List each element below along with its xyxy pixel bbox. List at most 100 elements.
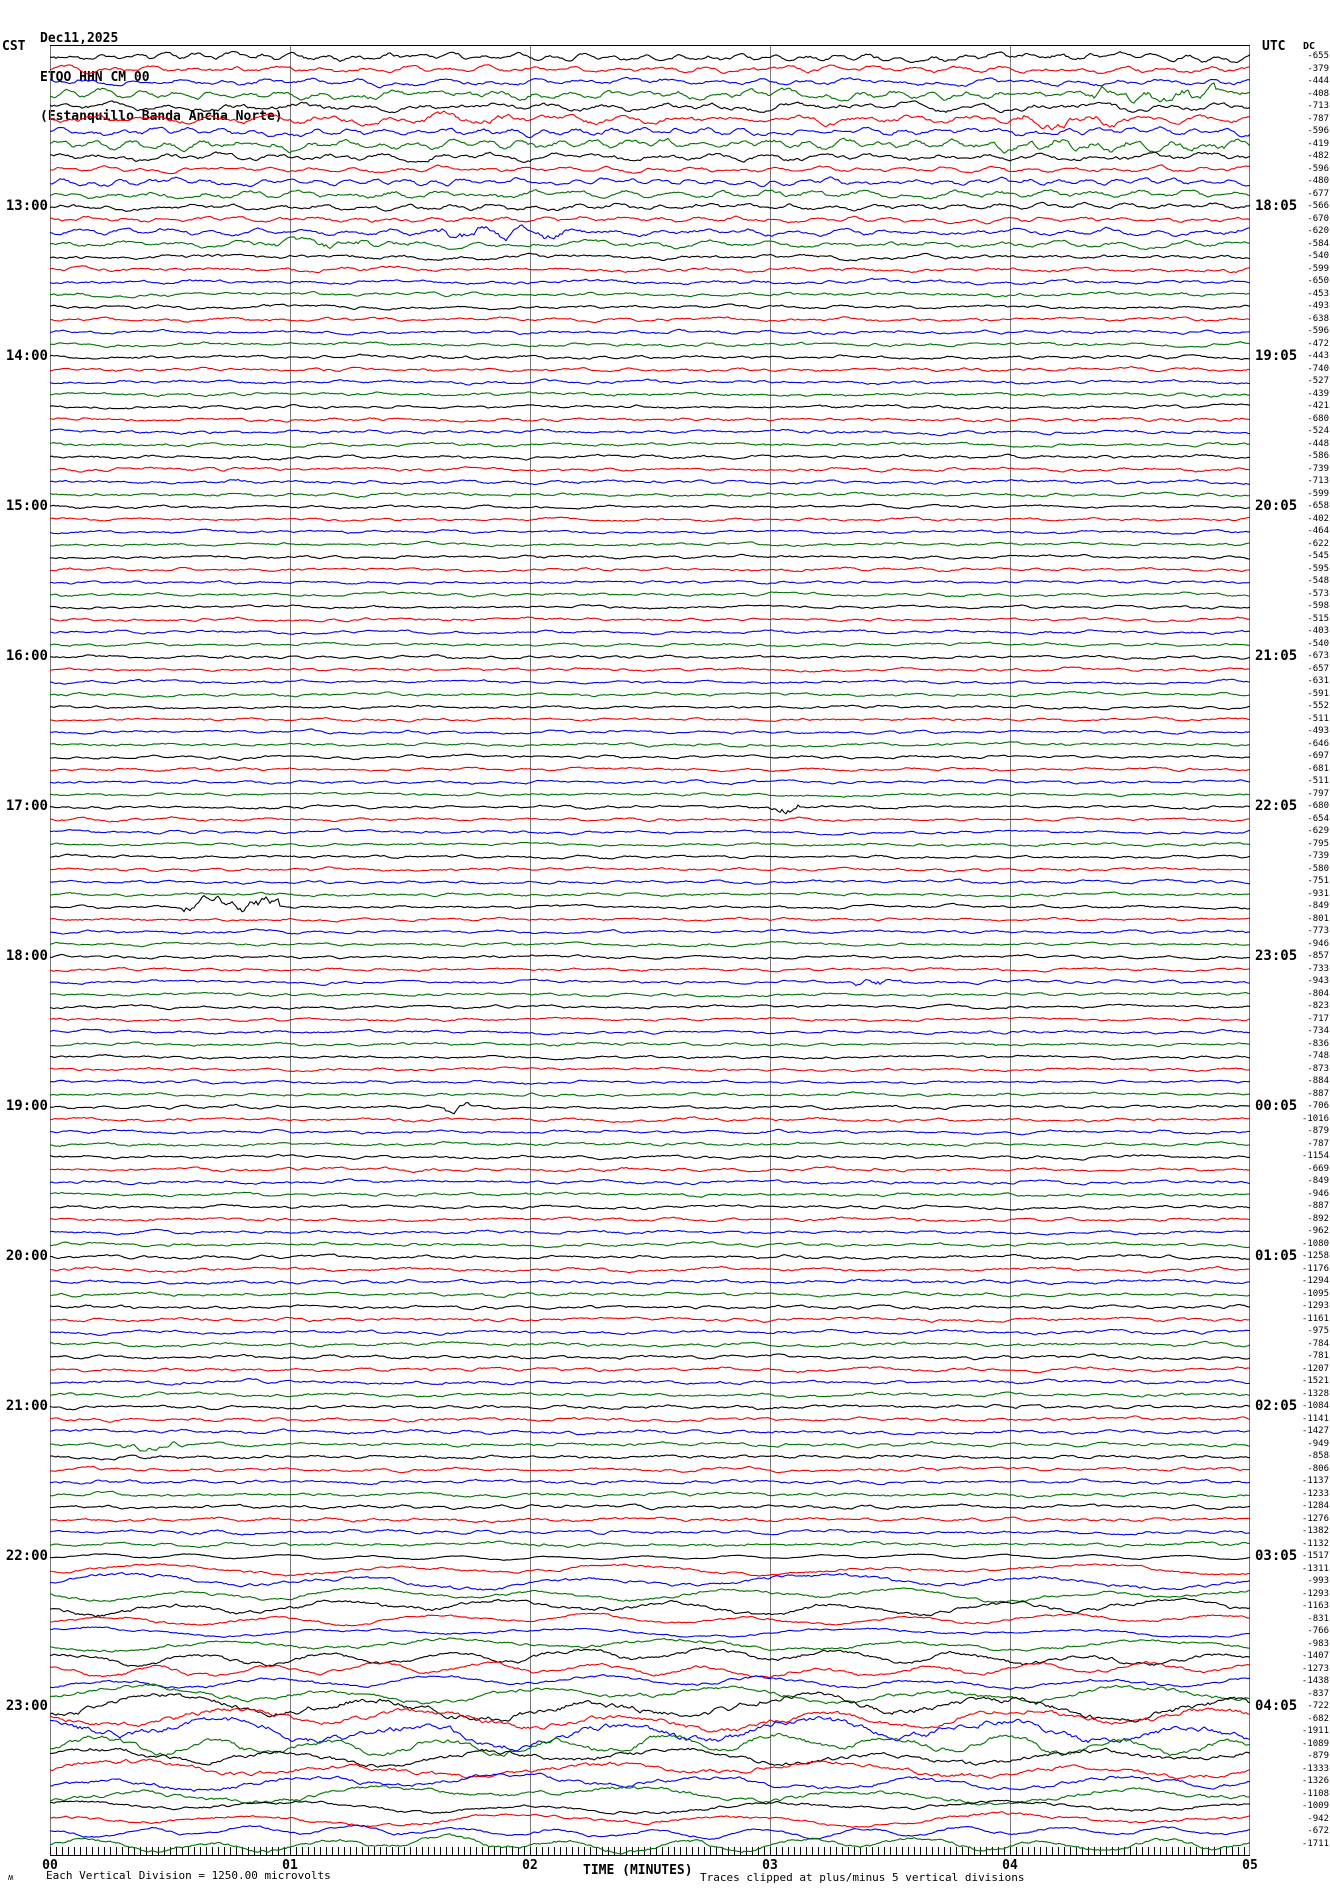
trace-row — [50, 579, 1251, 585]
dc-offset-value: -646 — [1307, 738, 1329, 749]
dc-offset-value: -943 — [1307, 976, 1329, 986]
trace-row — [49, 328, 1251, 336]
cst-hour-label: 15:00 — [5, 498, 48, 514]
trace-row — [49, 741, 1251, 748]
dc-offset-value: -697 — [1307, 751, 1329, 761]
trace-row — [49, 841, 1251, 848]
trace-row — [49, 1102, 1251, 1115]
dc-offset-value: -873 — [1307, 1063, 1329, 1074]
dc-offset-value: -836 — [1307, 1038, 1329, 1049]
dc-offset-value: -1521 — [1301, 1376, 1329, 1386]
trace-row — [49, 391, 1251, 398]
trace-row — [49, 1091, 1251, 1098]
trace-row — [49, 215, 1251, 225]
dc-offset-value: -787 — [1307, 1138, 1329, 1149]
dc-offset-value: -680 — [1307, 801, 1329, 811]
dc-offset-value: -511 — [1307, 776, 1329, 786]
trace-row — [49, 353, 1251, 361]
dc-offset-value: -584 — [1307, 238, 1329, 249]
dc-offset-value: -837 — [1307, 1688, 1329, 1699]
dc-offset-value: -493 — [1307, 301, 1329, 311]
dc-offset-value: -439 — [1307, 388, 1329, 399]
trace-row — [49, 1646, 1251, 1667]
helicorder-plot — [49, 45, 1251, 1856]
dc-offset-value: -443 — [1307, 351, 1329, 361]
dc-offset-value: -670 — [1307, 213, 1329, 224]
trace-row — [49, 828, 1251, 836]
trace-row — [49, 779, 1251, 785]
trace-row — [49, 125, 1251, 139]
dc-offset-value: -545 — [1307, 551, 1329, 561]
dc-offset-value: -773 — [1307, 926, 1329, 936]
cst-hour-label: 20:00 — [5, 1248, 48, 1264]
trace-row — [49, 716, 1251, 723]
dc-offset-value: -672 — [1307, 1826, 1329, 1836]
trace-row — [49, 616, 1251, 623]
dc-offset-value: -1095 — [1301, 1288, 1329, 1299]
dc-offset-value: -524 — [1307, 426, 1329, 436]
trace-row — [49, 1166, 1251, 1174]
dc-offset-value: -599 — [1307, 263, 1329, 274]
dc-offset-value: -408 — [1307, 88, 1329, 99]
trace-row — [49, 50, 1251, 64]
dc-offset-value: -1084 — [1301, 1401, 1329, 1411]
trace-row — [49, 1428, 1251, 1436]
trace-row — [49, 1328, 1251, 1336]
trace-row — [49, 265, 1251, 274]
trace-row — [49, 704, 1251, 711]
dc-offset-value: -1080 — [1301, 1238, 1329, 1249]
dc-offset-value: -658 — [1307, 501, 1329, 511]
trace-row — [49, 176, 1250, 188]
dc-offset-value: -787 — [1307, 113, 1329, 124]
trace-row — [49, 236, 1250, 251]
trace-row — [49, 164, 1251, 175]
trace-row — [49, 189, 1251, 200]
trace-row — [49, 1253, 1251, 1261]
dc-offset-value: -1517 — [1301, 1551, 1329, 1561]
trace-row — [49, 1528, 1251, 1536]
logo-glyph-icon: ʍ — [8, 1873, 14, 1883]
trace-row — [49, 894, 1251, 913]
trace-row — [49, 224, 1250, 242]
utc-hour-label: 18:05 — [1255, 198, 1298, 214]
dc-offset-value: -962 — [1307, 1226, 1329, 1236]
dc-offset-value: -1132 — [1301, 1538, 1329, 1549]
trace-row — [49, 1490, 1251, 1499]
dc-offset-value: -1258 — [1301, 1251, 1329, 1261]
dc-offset-value: -580 — [1307, 863, 1329, 874]
dc-offset-value: -983 — [1307, 1638, 1329, 1649]
dc-offset-value: -1293 — [1301, 1588, 1329, 1599]
x-axis-tick-label: 01 — [282, 1858, 298, 1873]
trace-row — [49, 1116, 1251, 1123]
trace-row — [49, 1540, 1251, 1548]
trace-row — [49, 853, 1251, 860]
dc-offset-value: -1276 — [1301, 1513, 1329, 1524]
left-timezone-label: CST — [2, 39, 26, 54]
dc-offset-value: -681 — [1307, 763, 1329, 774]
trace-row — [49, 1153, 1251, 1161]
dc-offset-value: -573 — [1307, 588, 1329, 599]
dc-offset-value: -669 — [1307, 1163, 1329, 1174]
dc-offset-value: -472 — [1307, 338, 1329, 349]
dc-offset-value: -804 — [1307, 988, 1329, 999]
dc-offset-value: -1273 — [1301, 1663, 1329, 1674]
utc-hour-label: 19:05 — [1255, 348, 1298, 364]
trace-canvas — [49, 45, 1251, 1856]
trace-row — [49, 76, 1251, 89]
utc-hour-label: 04:05 — [1255, 1698, 1298, 1714]
trace-row — [50, 791, 1251, 798]
dc-offset-value: -1293 — [1301, 1301, 1329, 1311]
trace-row — [49, 1626, 1251, 1638]
header-date: Dec11,2025 — [40, 31, 119, 46]
dc-offset-value: -402 — [1307, 513, 1329, 524]
trace-row — [49, 516, 1251, 523]
dc-offset-value: -650 — [1307, 276, 1329, 286]
trace-row — [49, 928, 1251, 935]
dc-offset-value: -734 — [1307, 1026, 1329, 1036]
dc-offset-value: -515 — [1307, 613, 1329, 624]
dc-offset-value: -849 — [1307, 1176, 1329, 1186]
trace-row — [49, 416, 1251, 423]
trace-row — [49, 64, 1251, 75]
dc-offset-value: -682 — [1307, 1713, 1329, 1724]
cst-hour-label: 22:00 — [5, 1548, 48, 1564]
